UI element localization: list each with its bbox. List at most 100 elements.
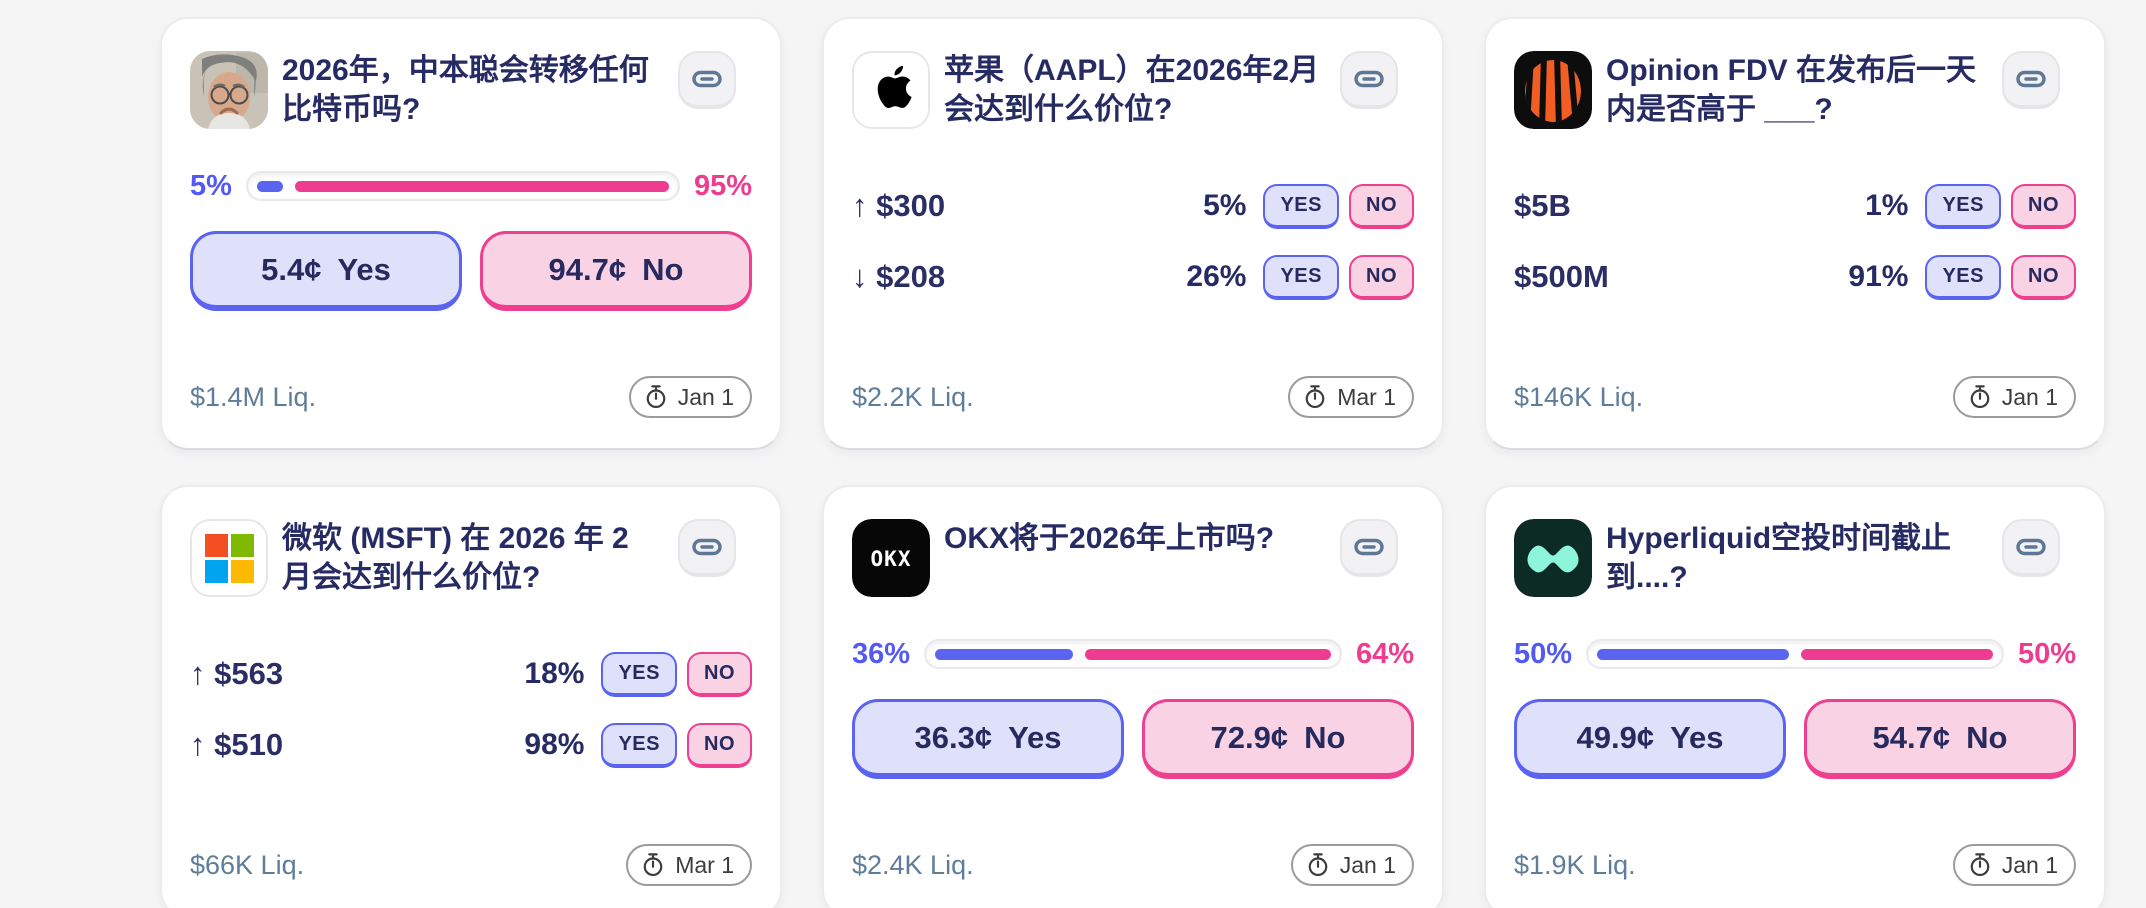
buy-no-button[interactable]: 54.7¢ No	[1804, 699, 2076, 779]
market-card[interactable]: OKX OKX将于2026年上市吗? 36% 64% 36.3¢ Yes	[822, 485, 1444, 908]
market-question: 微软 (MSFT) 在 2026 年 2 月会达到什么价位?	[282, 522, 629, 594]
buy-no-button[interactable]: NO	[1349, 183, 1414, 229]
market-card[interactable]: 微软 (MSFT) 在 2026 年 2 月会达到什么价位? ↑ $563 18…	[160, 485, 782, 908]
deadline-badge: Mar 1	[1288, 376, 1414, 418]
link-icon	[2016, 70, 2046, 88]
deadline-text: Jan 1	[2001, 851, 2058, 878]
outcome-list: ↑ $563 18% YES NO ↑ $510 98% YES NO	[190, 651, 752, 768]
deadline-badge: Jan 1	[628, 376, 752, 418]
market-question: Hyperliquid空投时间截止到....?	[1606, 522, 1952, 594]
outcome-label: ↓ $208	[852, 259, 946, 294]
buy-no-button[interactable]: 72.9¢ No	[1142, 699, 1414, 779]
liquidity-label: $66K Liq.	[190, 849, 305, 880]
card-footer: $146K Liq. Jan 1	[1514, 375, 2076, 419]
deadline-badge: Jan 1	[1952, 844, 2076, 886]
market-card[interactable]: 苹果（AAPL）在2026年2月会达到什么价位? ↑ $300 5% YES N…	[822, 17, 1444, 450]
market-card[interactable]: Opinion FDV 在发布后一天内是否高于 ___? $5B 1% YES …	[1484, 17, 2106, 450]
share-link-button[interactable]	[2002, 51, 2060, 109]
card-footer: $2.2K Liq. Mar 1	[852, 375, 1414, 419]
no-percent-label: 50%	[2017, 637, 2076, 670]
card-header: OKX OKX将于2026年上市吗?	[852, 519, 1416, 597]
share-link-button[interactable]	[678, 51, 736, 109]
outcome-percent: 98%	[524, 728, 585, 761]
outcome-percent: 26%	[1186, 260, 1247, 293]
share-link-button[interactable]	[2002, 519, 2060, 577]
no-price: 54.7¢	[1872, 719, 1951, 755]
outcome-label: $5B	[1514, 188, 1571, 223]
no-percent-label: 64%	[1355, 637, 1414, 670]
outcome-list: ↑ $300 5% YES NO ↓ $208 26% YES NO	[852, 183, 1414, 300]
market-card[interactable]: Hyperliquid空投时间截止到....? 50% 50% 49.9¢ Ye…	[1484, 485, 2106, 908]
outcome-percent: 1%	[1865, 189, 1909, 222]
trade-buttons: 36.3¢ Yes 72.9¢ No	[852, 699, 1414, 779]
hyperliquid-logo	[1514, 519, 1592, 597]
yes-bar-segment	[256, 180, 283, 192]
share-link-button[interactable]	[678, 519, 736, 577]
share-link-button[interactable]	[1340, 51, 1398, 109]
microsoft-logo	[190, 519, 268, 597]
buy-yes-button[interactable]: YES	[1263, 254, 1339, 300]
nakamoto-avatar	[190, 51, 268, 129]
buy-yes-button[interactable]: YES	[601, 722, 677, 768]
deadline-text: Jan 1	[1339, 851, 1396, 878]
outcome-row: ↑ $510 98% YES NO	[190, 722, 752, 768]
deadline-text: Mar 1	[1337, 383, 1396, 410]
outcome-percent: 91%	[1848, 260, 1909, 293]
market-question: Opinion FDV 在发布后一天内是否高于 ___?	[1606, 54, 1976, 126]
buy-yes-button[interactable]: 36.3¢ Yes	[852, 699, 1124, 779]
probability-gauge: 36% 64%	[852, 637, 1414, 671]
buy-yes-button[interactable]: YES	[1925, 254, 2001, 300]
yes-bar-segment	[935, 648, 1074, 660]
buy-no-button[interactable]: NO	[1349, 254, 1414, 300]
yes-price: 5.4¢	[261, 251, 322, 287]
buy-no-button[interactable]: NO	[2011, 254, 2076, 300]
buy-no-button[interactable]: 94.7¢ No	[480, 231, 752, 311]
card-footer: $2.4K Liq. Jan 1	[852, 843, 1414, 887]
svg-text:OKX: OKX	[871, 547, 912, 571]
yes-percent-label: 5%	[190, 169, 232, 202]
trade-buttons: 5.4¢ Yes 94.7¢ No	[190, 231, 752, 311]
market-question: OKX将于2026年上市吗?	[944, 522, 1275, 555]
outcome-percent: 5%	[1203, 189, 1247, 222]
card-footer: $1.4M Liq. Jan 1	[190, 375, 752, 419]
buy-no-button[interactable]: NO	[687, 651, 752, 697]
market-card[interactable]: 2026年，中本聪会转移任何比特币吗? 5% 95% 5.4¢ Yes 9	[160, 17, 782, 450]
liquidity-label: $146K Liq.	[1514, 381, 1644, 412]
stopwatch-icon	[646, 385, 666, 409]
card-header: Opinion FDV 在发布后一天内是否高于 ___?	[1514, 51, 2078, 129]
buy-yes-button[interactable]: YES	[1925, 183, 2001, 229]
deadline-badge: Jan 1	[1290, 844, 1414, 886]
probability-bar	[245, 171, 680, 201]
yes-bar-segment	[1597, 648, 1789, 660]
buy-yes-button[interactable]: 5.4¢ Yes	[190, 231, 462, 311]
market-question: 2026年，中本聪会转移任何比特币吗?	[282, 54, 649, 126]
liquidity-label: $2.4K Liq.	[852, 849, 974, 880]
no-label: No	[642, 251, 684, 287]
buy-yes-button[interactable]: YES	[1263, 183, 1339, 229]
yes-label: Yes	[337, 251, 391, 287]
no-label: No	[1304, 719, 1346, 755]
link-icon	[692, 70, 722, 88]
outcome-row: $5B 1% YES NO	[1514, 183, 2076, 229]
buy-no-button[interactable]: NO	[687, 722, 752, 768]
buy-yes-button[interactable]: YES	[601, 651, 677, 697]
probability-gauge: 50% 50%	[1514, 637, 2076, 671]
opinion-logo	[1514, 51, 1592, 129]
share-link-button[interactable]	[1340, 519, 1398, 577]
yes-label: Yes	[1008, 719, 1062, 755]
stopwatch-icon	[1305, 385, 1325, 409]
buy-yes-button[interactable]: 49.9¢ Yes	[1514, 699, 1786, 779]
outcome-percent: 18%	[524, 657, 585, 690]
buy-no-button[interactable]: NO	[2011, 183, 2076, 229]
apple-logo	[852, 51, 930, 129]
market-card-grid: 2026年，中本聪会转移任何比特币吗? 5% 95% 5.4¢ Yes 9	[160, 17, 2106, 908]
okx-logo: OKX	[852, 519, 930, 597]
probability-gauge: 5% 95%	[190, 169, 752, 203]
card-footer: $66K Liq. Mar 1	[190, 843, 752, 887]
yes-price: 36.3¢	[914, 719, 993, 755]
outcome-row: ↑ $300 5% YES NO	[852, 183, 1414, 229]
deadline-badge: Mar 1	[626, 844, 752, 886]
probability-bar	[1586, 639, 2004, 669]
trade-buttons: 49.9¢ Yes 54.7¢ No	[1514, 699, 2076, 779]
